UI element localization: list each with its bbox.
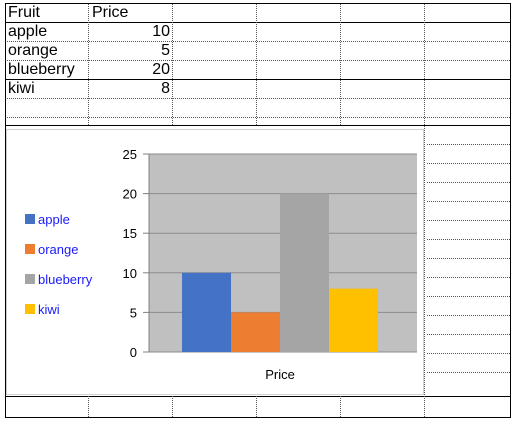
cell-fruit[interactable]: kiwi bbox=[8, 80, 35, 97]
row-divider bbox=[427, 201, 510, 202]
spreadsheet-grid: Fruit Price apple 10 orange 5 blueberry … bbox=[5, 3, 511, 418]
cell-fruit[interactable]: blueberry bbox=[8, 61, 75, 78]
legend-swatch bbox=[25, 244, 35, 254]
row-divider bbox=[427, 353, 510, 354]
y-tick-label: 15 bbox=[123, 226, 137, 241]
bar-orange bbox=[231, 312, 280, 352]
row-divider bbox=[427, 182, 510, 183]
column-divider bbox=[88, 396, 89, 417]
legend-swatch bbox=[25, 304, 35, 314]
cell-fruit[interactable]: apple bbox=[8, 23, 48, 40]
cell-price[interactable]: 10 bbox=[152, 23, 170, 40]
row-divider bbox=[427, 163, 510, 164]
row-divider bbox=[427, 220, 510, 221]
chart-canvas: 0 5 10 15 20 25 Price bbox=[123, 147, 417, 382]
bar-blueberry bbox=[280, 193, 329, 352]
row-divider bbox=[5, 79, 510, 80]
cell-fruit[interactable]: orange bbox=[8, 42, 58, 59]
legend-label: orange bbox=[38, 241, 79, 257]
bar-kiwi bbox=[329, 288, 378, 352]
cell-price[interactable]: 5 bbox=[161, 42, 170, 59]
column-divider bbox=[256, 396, 257, 417]
y-tick-label: 25 bbox=[123, 147, 137, 162]
row-divider bbox=[427, 296, 510, 297]
column-divider bbox=[172, 396, 173, 417]
row-divider bbox=[427, 239, 510, 240]
y-tick-label: 0 bbox=[130, 345, 137, 360]
y-tick-label: 20 bbox=[123, 187, 137, 202]
column-divider bbox=[88, 3, 89, 125]
row-divider bbox=[5, 125, 510, 126]
legend-item-kiwi[interactable]: kiwi bbox=[25, 300, 60, 318]
legend-label: kiwi bbox=[38, 301, 60, 317]
legend-item-apple[interactable]: apple bbox=[25, 210, 70, 228]
row-divider bbox=[427, 334, 510, 335]
row-divider bbox=[5, 98, 510, 99]
x-category-label: Price bbox=[265, 367, 295, 382]
column-divider bbox=[256, 3, 257, 125]
row-divider bbox=[5, 22, 510, 23]
row-divider bbox=[427, 277, 510, 278]
bar-apple bbox=[182, 272, 231, 352]
row-divider bbox=[427, 144, 510, 145]
row-divider bbox=[5, 41, 510, 42]
y-tick-label: 5 bbox=[130, 305, 137, 320]
y-tick-label: 10 bbox=[123, 266, 137, 281]
legend-swatch bbox=[25, 274, 35, 284]
row-divider bbox=[427, 315, 510, 316]
row-divider bbox=[5, 60, 510, 61]
legend-label: blueberry bbox=[38, 271, 93, 287]
row-divider bbox=[5, 396, 510, 397]
sheet-border bbox=[5, 3, 511, 418]
legend-item-orange[interactable]: orange bbox=[25, 240, 78, 258]
column-divider bbox=[424, 3, 425, 417]
row-divider bbox=[5, 117, 510, 118]
column-divider bbox=[172, 3, 173, 125]
bar-chart[interactable]: 0 5 10 15 20 25 Price apple orange blueberry kiwi bbox=[6, 129, 424, 395]
cell-price[interactable]: 8 bbox=[161, 80, 170, 97]
column-divider bbox=[340, 3, 341, 125]
legend-swatch bbox=[25, 214, 35, 224]
legend-item-blueberry[interactable]: blueberry bbox=[25, 270, 92, 288]
header-cell-price[interactable]: Price bbox=[92, 4, 129, 21]
header-cell-fruit[interactable]: Fruit bbox=[8, 4, 40, 21]
legend-label: apple bbox=[38, 211, 70, 227]
column-divider bbox=[340, 396, 341, 417]
row-divider bbox=[427, 372, 510, 373]
row-divider bbox=[427, 258, 510, 259]
cell-price[interactable]: 20 bbox=[152, 61, 170, 78]
